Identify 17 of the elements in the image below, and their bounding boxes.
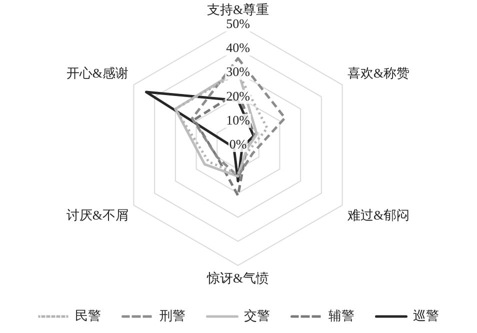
legend-label: 巡警 — [412, 308, 439, 323]
y-tick-label: 50% — [226, 16, 250, 32]
y-tick-label: 0% — [229, 136, 247, 152]
y-tick-label: 20% — [226, 88, 250, 104]
y-tick-label: 40% — [226, 40, 250, 56]
spoke-label: 开心&感谢 — [66, 65, 129, 80]
spoke-label: 喜欢&称赞 — [347, 65, 410, 80]
y-tick-label: 30% — [226, 64, 250, 80]
legend-label: 交警 — [244, 308, 270, 323]
legend-label: 刑警 — [159, 308, 186, 323]
legend-label: 民警 — [74, 308, 101, 323]
spoke-label: 支持&尊重 — [206, 2, 270, 18]
spoke-label: 讨厌&不屑 — [66, 207, 129, 222]
legend-label: 辅警 — [328, 308, 354, 323]
spoke-label: 惊讶&气愤 — [206, 270, 270, 286]
spoke-label: 难过&郁闷 — [346, 207, 410, 222]
y-tick-label: 10% — [226, 112, 250, 128]
